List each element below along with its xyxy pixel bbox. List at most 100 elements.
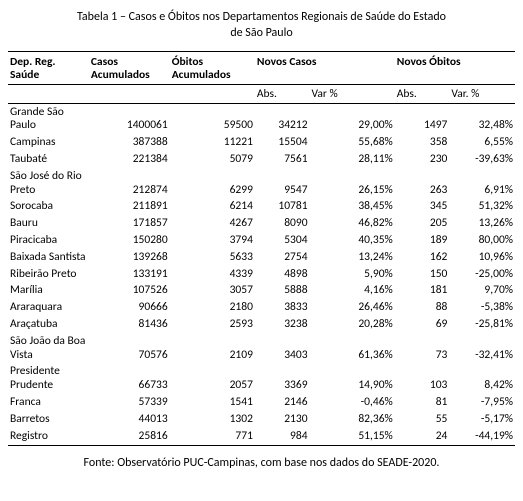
cell-no-abs: 189 <box>395 233 450 250</box>
cell-no-abs: 162 <box>395 249 450 266</box>
cell-dep: Sorocaba <box>8 199 89 216</box>
cell-casos: 221384 <box>89 152 170 169</box>
cell-no-var: 9,70% <box>449 283 515 300</box>
cell-nc-var: 51,15% <box>310 428 395 445</box>
cell-dep: Araçatuba <box>8 316 89 333</box>
cell-no-abs: 230 <box>395 152 450 169</box>
cell-obitos: 3057 <box>170 283 255 300</box>
cell-nc-abs: 3403 <box>255 333 310 364</box>
header-obitos: Óbitos Acumulados <box>170 52 255 85</box>
cell-nc-var: 40,35% <box>310 233 395 250</box>
cell-nc-abs: 8090 <box>255 216 310 233</box>
cell-obitos: 4267 <box>170 216 255 233</box>
cell-casos: 90666 <box>89 300 170 317</box>
cell-no-abs: 345 <box>395 199 450 216</box>
cell-obitos: 2109 <box>170 333 255 364</box>
cell-casos: 66733 <box>89 364 170 395</box>
cell-nc-var: 28,11% <box>310 152 395 169</box>
cell-dep: Barretos <box>8 411 89 428</box>
cell-no-abs: 69 <box>395 316 450 333</box>
cell-obitos: 5633 <box>170 249 255 266</box>
cell-no-var: 10,96% <box>449 249 515 266</box>
cell-no-abs: 73 <box>395 333 450 364</box>
cell-nc-var: 26,46% <box>310 300 395 317</box>
cell-dep: Registro <box>8 428 89 445</box>
table-row: Baixada Santista1392685633275413,24%1621… <box>8 249 515 266</box>
cell-casos: 107526 <box>89 283 170 300</box>
cell-obitos: 5079 <box>170 152 255 169</box>
cell-nc-abs: 2130 <box>255 411 310 428</box>
cell-casos: 70576 <box>89 333 170 364</box>
cell-nc-var: 14,90% <box>310 364 395 395</box>
cell-no-abs: 103 <box>395 364 450 395</box>
cell-nc-abs: 34212 <box>255 104 310 135</box>
cell-nc-var: 55,68% <box>310 135 395 152</box>
cell-nc-abs: 10781 <box>255 199 310 216</box>
cell-casos: 44013 <box>89 411 170 428</box>
cell-dep: Franca <box>8 394 89 411</box>
cell-no-abs: 150 <box>395 266 450 283</box>
subheader-abs-2: Abs. <box>395 85 450 104</box>
cell-casos: 139268 <box>89 249 170 266</box>
header-novos-obitos: Novos Óbitos <box>395 52 515 85</box>
table-row: Barretos440131302213082,36%55-5,17% <box>8 411 515 428</box>
cell-casos: 25816 <box>89 428 170 445</box>
cell-nc-var: 13,24% <box>310 249 395 266</box>
cell-no-abs: 1497 <box>395 104 450 135</box>
cell-dep: Campinas <box>8 135 89 152</box>
table-row: Bauru1718574267809046,82%20513,26% <box>8 216 515 233</box>
table-row: Marília107526305758884,16%1819,70% <box>8 283 515 300</box>
cell-dep: Taubaté <box>8 152 89 169</box>
cell-no-var: -44,19% <box>449 428 515 445</box>
table-row: Franca5733915412146-0,46%81-7,95% <box>8 394 515 411</box>
cell-dep: Bauru <box>8 216 89 233</box>
table-row: Grande São Paulo1400061595003421229,00%1… <box>8 104 515 135</box>
cell-nc-var: 26,15% <box>310 168 395 199</box>
cell-nc-var: 61,36% <box>310 333 395 364</box>
cell-obitos: 1302 <box>170 411 255 428</box>
data-table: Dep. Reg. Saúde Casos Acumulados Óbitos … <box>8 51 515 446</box>
cell-no-abs: 24 <box>395 428 450 445</box>
table-row: Presidente Prudente667332057336914,90%10… <box>8 364 515 395</box>
cell-nc-abs: 2754 <box>255 249 310 266</box>
cell-nc-abs: 5888 <box>255 283 310 300</box>
cell-no-abs: 88 <box>395 300 450 317</box>
table-row: São José do Rio Preto2128746299954726,15… <box>8 168 515 199</box>
cell-nc-abs: 4898 <box>255 266 310 283</box>
cell-nc-var: -0,46% <box>310 394 395 411</box>
cell-dep: Grande São Paulo <box>8 104 89 135</box>
cell-obitos: 11221 <box>170 135 255 152</box>
cell-nc-var: 46,82% <box>310 216 395 233</box>
table-row: Araçatuba814362593323820,28%69-25,81% <box>8 316 515 333</box>
cell-no-var: 8,42% <box>449 364 515 395</box>
cell-no-var: 13,26% <box>449 216 515 233</box>
cell-nc-abs: 3238 <box>255 316 310 333</box>
cell-no-abs: 181 <box>395 283 450 300</box>
cell-no-var: -25,81% <box>449 316 515 333</box>
cell-obitos: 771 <box>170 428 255 445</box>
cell-casos: 1400061 <box>89 104 170 135</box>
cell-nc-var: 4,16% <box>310 283 395 300</box>
cell-nc-var: 20,28% <box>310 316 395 333</box>
cell-casos: 150280 <box>89 233 170 250</box>
cell-nc-var: 29,00% <box>310 104 395 135</box>
cell-no-var: -39,63% <box>449 152 515 169</box>
cell-obitos: 6299 <box>170 168 255 199</box>
cell-casos: 133191 <box>89 266 170 283</box>
cell-dep: Presidente Prudente <box>8 364 89 395</box>
cell-no-var: 6,91% <box>449 168 515 199</box>
cell-no-var: -32,41% <box>449 333 515 364</box>
cell-nc-var: 5,90% <box>310 266 395 283</box>
cell-no-var: 80,00% <box>449 233 515 250</box>
cell-obitos: 4339 <box>170 266 255 283</box>
cell-nc-abs: 3369 <box>255 364 310 395</box>
cell-no-var: 51,32% <box>449 199 515 216</box>
cell-casos: 212874 <box>89 168 170 199</box>
header-casos: Casos Acumulados <box>89 52 170 85</box>
cell-obitos: 6214 <box>170 199 255 216</box>
cell-nc-abs: 3833 <box>255 300 310 317</box>
cell-dep: Araraquara <box>8 300 89 317</box>
subheader-abs-1: Abs. <box>255 85 310 104</box>
cell-dep: Ribeirão Preto <box>8 266 89 283</box>
cell-casos: 57339 <box>89 394 170 411</box>
